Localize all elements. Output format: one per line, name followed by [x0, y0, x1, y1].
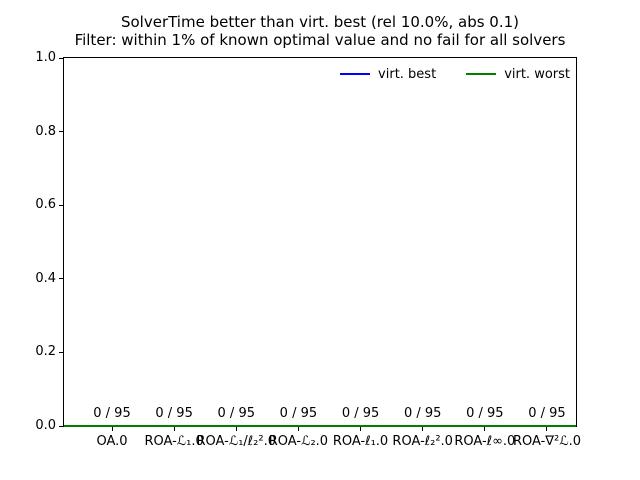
y-tick-label: 0.2	[35, 344, 56, 360]
chart-title: SolverTime better than virt. best (rel 1…	[120, 13, 520, 31]
x-tick-mark	[546, 427, 548, 431]
legend: virt. best virt. worst	[340, 65, 570, 83]
x-tick-label: ROA-ℒ₁/ℓ₂².0	[196, 434, 277, 449]
y-tick-mark	[59, 278, 63, 280]
y-tick-label: 0.6	[35, 197, 56, 213]
count-annotation: 0 / 95	[341, 406, 380, 421]
y-tick-label: 0.0	[35, 418, 56, 433]
x-tick-label: ROA-ℒ₁.0	[144, 434, 204, 449]
x-tick-label: ROA-ℒ₂.0	[268, 434, 329, 449]
count-annotation: 0 / 95	[93, 406, 131, 421]
count-annotation: 0 / 95	[217, 406, 255, 421]
legend-line-icon	[340, 73, 371, 75]
count-annotation: 0 / 95	[155, 406, 193, 421]
chart-title-block: SolverTime better than virt. best (rel 1…	[0, 13, 640, 49]
x-tick-mark	[235, 427, 237, 431]
y-tick-mark	[59, 131, 63, 133]
y-tick-label: 0.4	[35, 270, 56, 286]
x-tick-mark	[111, 427, 113, 431]
x-tick-mark	[173, 427, 175, 431]
chart-subtitle: Filter: within 1% of known optimal value…	[74, 31, 566, 49]
x-tick-mark	[297, 427, 299, 431]
legend-label: virt. worst	[504, 66, 570, 82]
count-annotation: 0 / 95	[466, 406, 504, 421]
count-annotation: 0 / 95	[528, 406, 566, 421]
series-line-virt-worst	[64, 425, 576, 427]
count-annotation: 0 / 95	[279, 406, 318, 421]
legend-label: virt. best	[378, 66, 437, 82]
x-tick-label: OA.0	[96, 434, 128, 449]
y-tick-mark	[59, 351, 63, 353]
legend-line-icon	[466, 73, 497, 75]
x-tick-mark	[422, 427, 424, 431]
y-tick-mark	[59, 58, 63, 59]
y-tick-label: 1.0	[35, 50, 56, 65]
y-tick-label: 0.8	[35, 123, 56, 139]
x-tick-mark	[484, 427, 486, 431]
legend-entry: virt. best	[340, 65, 436, 83]
x-tick-label: ROA-ℓ∞.0	[454, 434, 516, 449]
x-tick-label: ROA-ℓ₁.0	[332, 434, 389, 449]
y-tick-mark	[59, 425, 63, 427]
axes: virt. best virt. worst 0.0 0.2 0.4 0.6 0.8 1.0…	[35, 50, 581, 449]
x-tick-label: ROA-ℓ₂².0	[392, 434, 453, 449]
x-tick-label: ROA-∇²ℒ.0	[512, 434, 581, 449]
legend-entry: virt. worst	[466, 65, 570, 83]
y-tick-mark	[59, 204, 63, 206]
x-tick-mark	[360, 427, 362, 431]
count-annotation: 0 / 95	[403, 406, 442, 421]
